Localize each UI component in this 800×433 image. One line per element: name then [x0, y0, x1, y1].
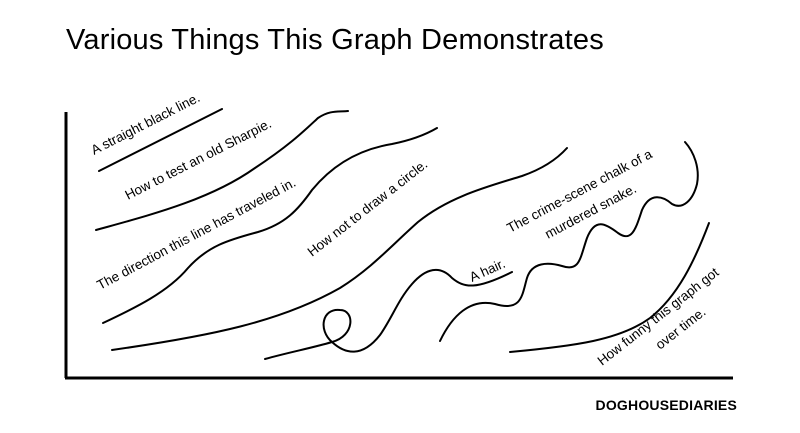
credit-watermark: DOGHOUSEDIARIES: [595, 397, 737, 413]
page-title: Various Things This Graph Demonstrates: [66, 24, 604, 56]
series-label-hair: A hair.: [467, 256, 507, 285]
series-line-circle: [111, 147, 568, 351]
series-line-sharpie: [95, 110, 349, 231]
series-line-direction: [102, 127, 438, 324]
series-line-snake: [439, 141, 699, 342]
series-line-straight: [98, 108, 223, 172]
series-line-funny: [509, 222, 710, 353]
series-line-hair: [264, 268, 513, 360]
series-label-circle: How not to draw a circle.: [305, 157, 431, 260]
